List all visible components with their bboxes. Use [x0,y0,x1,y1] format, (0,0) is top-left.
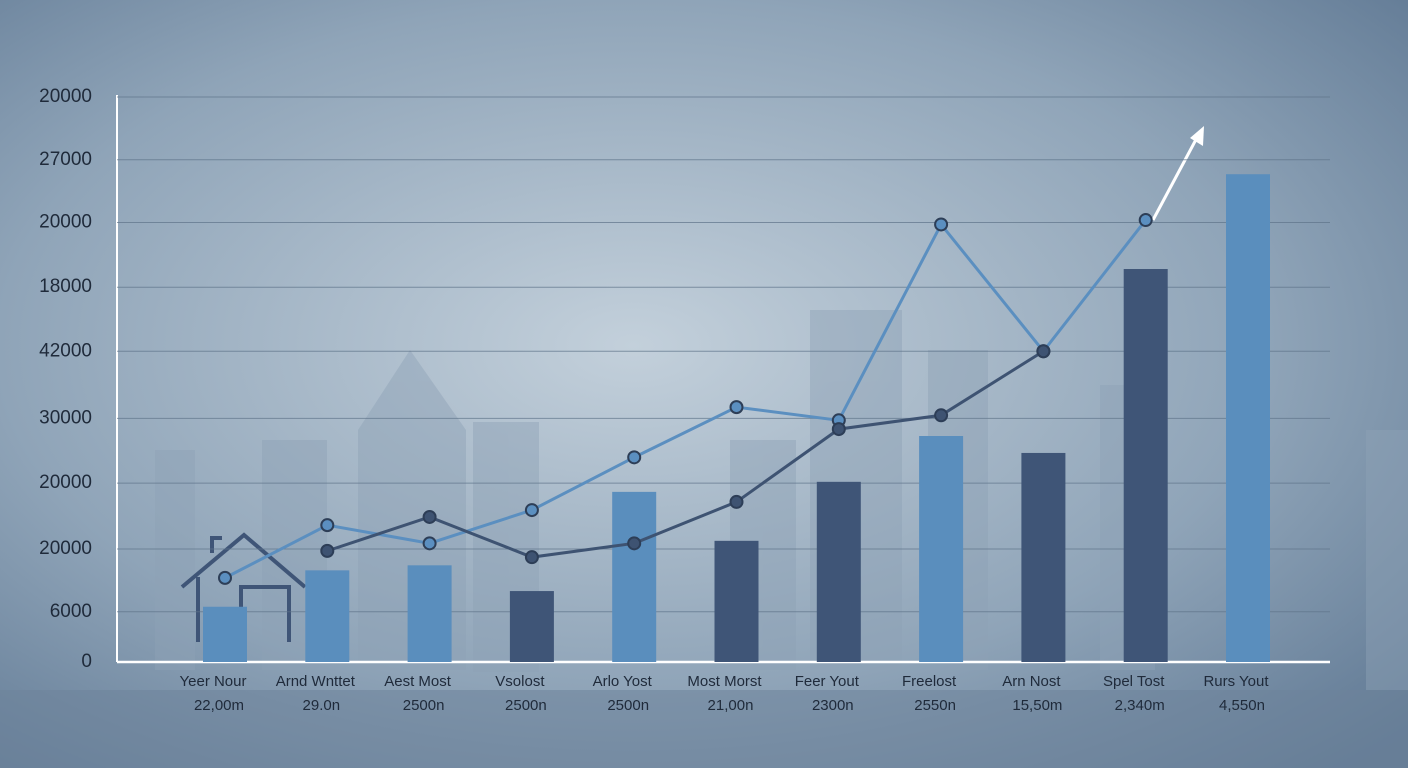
bar [714,540,759,662]
bar [203,606,247,662]
x-sub-label: 21,00n [708,697,754,714]
line-point [524,550,539,565]
line-point [218,570,232,585]
y-tick-label: 20000 [39,472,92,493]
y-tick-label: 20000 [39,538,92,559]
x-tick-label: Aest Most [384,673,452,690]
x-sub-label: 2500n [505,697,547,714]
x-sub-label: 2,340m [1115,697,1165,714]
trend-arrow-head [1190,126,1204,146]
x-tick-label: Rurs Yout [1203,673,1269,690]
x-sub-label: 2500n [403,697,445,714]
y-tick-label: 18000 [39,276,92,297]
y-tick-label: 6000 [50,601,92,622]
line-point [627,536,642,551]
x-sub-label: 15,50m [1012,697,1062,714]
line-point [934,408,949,423]
x-sub-label: 2550n [914,697,956,714]
x-tick-label: Yeer Nour [180,673,247,690]
line-point [422,536,437,551]
x-sub-label: 29.0n [303,697,341,714]
bar [407,565,452,662]
bar [509,591,554,662]
x-tick-label: Arlo Yost [593,673,653,690]
bar [1021,452,1066,662]
x-sub-label: 2500n [607,697,649,714]
line-point [422,509,437,524]
trend-arrow [1151,131,1202,221]
x-tick-label: Spel Tost [1103,673,1165,690]
x-tick-label: Freelost [902,673,957,690]
line-point [524,503,539,518]
line-point [320,543,335,558]
x-tick-label: Arn Nost [1002,673,1061,690]
bar [612,491,657,662]
line-point [320,518,335,533]
x-sub-label: 4,550n [1219,697,1265,714]
line-point [934,217,949,232]
line-point [627,450,642,465]
x-tick-label: Most Morst [687,673,762,690]
x-tick-label: Arnd Wnttet [276,673,356,690]
x-sub-label: 2300n [812,697,854,714]
y-tick-label: 0 [81,651,92,672]
y-tick-label: 42000 [39,340,92,361]
line-point [729,400,744,415]
x-tick-label: Feer Yout [795,673,860,690]
x-tick-label: Vsolost [495,673,545,690]
line-point [1036,344,1051,359]
y-tick-label: 20000 [39,212,92,233]
bar [919,436,964,662]
y-tick-label: 27000 [39,149,92,170]
y-tick-label: 20000 [39,86,92,107]
bar [816,481,861,662]
line-point [831,422,846,437]
line [326,349,1045,559]
line-point [1138,213,1153,228]
x-sub-label: 22,00m [194,697,244,714]
bar [305,570,350,662]
bar [1226,174,1270,662]
line-point [729,494,744,509]
y-tick-label: 30000 [39,407,92,428]
bar [1123,269,1168,662]
ground [0,690,1408,768]
